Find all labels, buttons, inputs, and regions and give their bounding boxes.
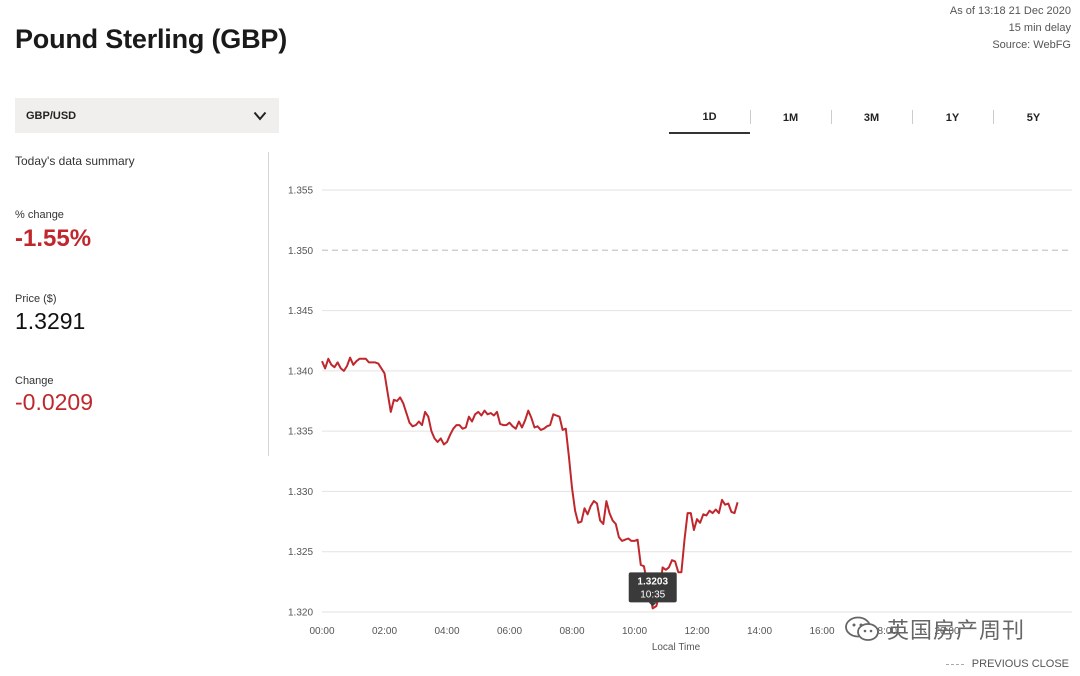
y-tick-label: 1.355 [288,186,313,197]
y-tick-label: 1.350 [288,246,313,257]
x-tick-label: 10:00 [622,626,647,637]
x-tick-label: 00:00 [309,626,334,637]
price-chart: 1.355 1.350 1.345 1.340 1.335 1.330 1.325 1.320… [288,186,1072,653]
change-value: -0.0209 [15,389,94,415]
tab-1m[interactable]: 1M [750,102,831,134]
delay-note: 15 min delay [1008,22,1071,34]
page-title: Pound Sterling (GBP) [15,24,287,54]
y-tick-label: 1.320 [288,608,313,619]
x-axis-label: Local Time [652,642,701,653]
tab-3m[interactable]: 3M [831,102,912,134]
tab-1y[interactable]: 1Y [912,102,993,134]
summary-heading: Today's data summary [15,154,135,168]
y-tick-label: 1.330 [288,487,313,498]
x-tick-label: 18:00 [872,626,897,637]
currency-pair-dropdown[interactable]: GBP/USD [15,98,279,133]
x-tick-label: 20:00 [934,626,959,637]
x-tick-label: 04:00 [434,626,459,637]
tab-5y[interactable]: 5Y [993,102,1074,134]
wechat-icon [845,616,879,641]
x-tick-label: 06:00 [497,626,522,637]
pct-change-label: % change [15,209,64,221]
tooltip-time: 10:35 [640,589,665,600]
watermark-text: 英国房产周刊 [887,618,1026,643]
x-tick-label: 08:00 [559,626,584,637]
x-tick-label: 16:00 [809,626,834,637]
x-tick-label: 12:00 [684,626,709,637]
change-label: Change [15,375,54,387]
as-of-timestamp: As of 13:18 21 Dec 2020 [949,5,1071,17]
tooltip-pointer [648,602,657,607]
x-tick-label: 14:00 [747,626,772,637]
time-range-tabs: 1D 1M 3M 1Y 5Y [669,102,1074,134]
quote-meta: As of 13:18 21 Dec 2020 15 min delay Sou… [950,3,1071,54]
legend-previous-close: PREVIOUS CLOSE [971,658,1069,670]
y-tick-label: 1.325 [288,547,313,558]
price-tooltip: 1.3203 10:35 [628,572,677,607]
tab-1d[interactable]: 1D [669,102,750,134]
watermark: 英国房产周刊 [843,613,1025,645]
summary-divider [268,152,269,456]
y-tick-label: 1.340 [288,366,313,377]
y-tick-label: 1.345 [288,306,313,317]
pct-change-value: -1.55% [15,225,92,252]
x-tick-label: 02:00 [372,626,397,637]
legend: PREVIOUS CLOSE [945,658,1069,670]
tooltip-value: 1.3203 [637,576,668,587]
tooltip-box [628,572,677,603]
price-label: Price ($) [15,293,57,305]
price-value: 1.3291 [15,308,86,334]
chevron-down-icon [253,111,267,121]
currency-pair-value: GBP/USD [26,109,77,122]
gbp-usd-line [321,356,739,610]
data-source: Source: WebFG [992,39,1071,51]
y-tick-label: 1.335 [288,427,313,438]
previous-close-dash [945,663,964,665]
